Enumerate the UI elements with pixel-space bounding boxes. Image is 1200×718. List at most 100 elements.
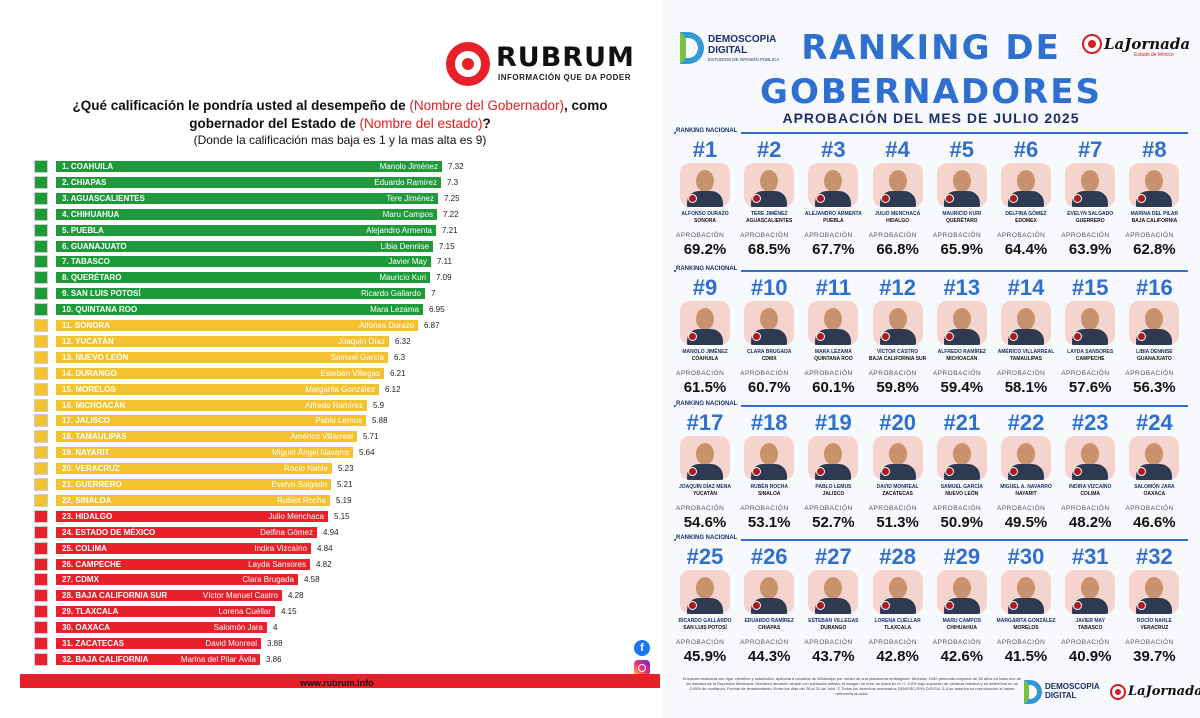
portrait-body bbox=[1136, 464, 1173, 480]
bar-category-label: 6. GUANAJUATO bbox=[62, 241, 127, 251]
approval-label: APROBACIÓN bbox=[804, 370, 853, 377]
portrait-body bbox=[815, 464, 852, 480]
rank-number: #20 bbox=[879, 410, 916, 435]
rubrum-tagline: INFORMACIÓN QUE DA PODER bbox=[498, 73, 632, 82]
portrait-head bbox=[696, 308, 714, 330]
party-logo-icon bbox=[34, 430, 48, 444]
bar-value-label: 7.25 bbox=[444, 193, 460, 203]
bar bbox=[56, 590, 282, 602]
party-badge-icon bbox=[1009, 601, 1018, 610]
rank-number: #10 bbox=[750, 275, 788, 300]
party-logo-icon bbox=[34, 446, 48, 460]
party-badge-icon bbox=[944, 467, 954, 476]
party-badge-icon bbox=[1009, 194, 1018, 203]
governor-name: SAMUEL GARCÍA bbox=[940, 484, 983, 490]
rank-number: #32 bbox=[1136, 544, 1173, 569]
rank-number: #4 bbox=[885, 137, 910, 162]
governor-name: SALOMÓN JARA bbox=[1134, 484, 1175, 490]
bar-governor-label: Clara Brugada bbox=[242, 575, 294, 585]
bar bbox=[56, 447, 353, 459]
facebook-icon[interactable]: f bbox=[634, 640, 650, 656]
governor-photo bbox=[1001, 436, 1051, 480]
approval-label: APROBACIÓN bbox=[1125, 505, 1174, 512]
governor-state: QUINTANA ROO bbox=[814, 356, 853, 362]
bar-category-label: 8. QUERÉTARO bbox=[62, 273, 122, 283]
party-badge-icon bbox=[816, 601, 826, 610]
rubrum-url[interactable]: www.rubrum.info bbox=[300, 678, 374, 688]
governor-state: PUEBLA bbox=[823, 218, 844, 224]
instagram-icon[interactable] bbox=[634, 660, 650, 676]
bar bbox=[56, 494, 330, 506]
bar-row: 19. NAYARIT Miguel Ángel Navarro 5.64 bbox=[34, 446, 594, 460]
bar-value-label: 5.23 bbox=[338, 464, 354, 474]
approval-label: APROBACIÓN bbox=[1061, 232, 1110, 239]
portrait-head bbox=[1145, 577, 1164, 599]
approval-label: APROBACIÓN bbox=[740, 370, 789, 377]
bar bbox=[56, 176, 441, 188]
bar-row: 18. TAMAULIPAS Américo Villarreal 5.71 bbox=[34, 430, 594, 444]
approval-label: APROBACIÓN bbox=[1125, 232, 1174, 239]
governor-name: ALFONSO DURAZO bbox=[681, 211, 729, 217]
rank-number: #29 bbox=[943, 544, 981, 569]
portrait-head bbox=[1145, 308, 1164, 330]
governor-state: DURANGO bbox=[820, 625, 847, 631]
lajornada-sub: Estado de México bbox=[1134, 52, 1174, 58]
governor-state: COAHUILA bbox=[691, 356, 719, 362]
demoscopia-logo: DEMOSCOPIA DIGITAL ESTUDIOS DE OPINIÓN P… bbox=[680, 32, 790, 68]
party-logo-icon bbox=[34, 493, 48, 507]
lajornada-brand: LaJornada bbox=[1104, 35, 1191, 53]
governor-name: ROCÍO NAHLE bbox=[1136, 618, 1172, 624]
bar bbox=[56, 622, 267, 634]
bar bbox=[56, 304, 423, 316]
party-badge-icon bbox=[1073, 332, 1083, 341]
governor-photo bbox=[1065, 301, 1116, 345]
party-logo-icon bbox=[34, 255, 48, 269]
bar-governor-label: Samuel García bbox=[330, 352, 384, 362]
portrait-head bbox=[824, 577, 843, 599]
bar-row: 20. VERACRUZ Rocío Nahle 5.23 bbox=[34, 462, 594, 476]
approval-label: APROBACIÓN bbox=[932, 370, 982, 377]
governor-photo bbox=[936, 163, 987, 207]
rubrum-ring-icon bbox=[446, 42, 490, 86]
bar-governor-label: Alejandro Armenta bbox=[366, 225, 432, 235]
approval-label: APROBACIÓN bbox=[740, 639, 789, 646]
governor-state: HIDALGO bbox=[886, 218, 910, 224]
bar-value-label: 4.82 bbox=[316, 559, 332, 569]
approval-value: 42.6% bbox=[940, 648, 984, 665]
approval-label: APROBACIÓN bbox=[868, 370, 917, 377]
bar-row: 6. GUANAJUATO Libia Dennise 7.15 bbox=[34, 239, 594, 253]
portrait-body bbox=[815, 598, 852, 614]
rank-number: #16 bbox=[1136, 275, 1173, 300]
rank-number: #18 bbox=[750, 410, 788, 435]
bar-category-label: 24. ESTADO DE MÉXICO bbox=[62, 527, 156, 537]
bar-row: 15. MORELOS Margarita González 6.12 bbox=[34, 382, 594, 396]
governor-photo bbox=[1001, 570, 1051, 614]
bar-governor-label: Esteban Villegas bbox=[320, 368, 380, 378]
governor-state: BAJA CALIFORNIA SUR bbox=[868, 356, 927, 362]
governor-state: MORELOS bbox=[1013, 625, 1039, 631]
bar bbox=[56, 351, 388, 363]
bar-category-label: 2. CHIAPAS bbox=[62, 177, 107, 187]
party-badge-icon bbox=[1073, 467, 1083, 476]
governor-card: #28 LORENA CUÉLLAR TLAXCALA APROBACIÓN 42.8% bbox=[867, 544, 929, 686]
bar-category-label: 13. NUEVO LEÓN bbox=[62, 352, 129, 362]
bar-row: 8. QUERÉTARO Mauricio Kuri 7.09 bbox=[34, 271, 594, 285]
section-rule bbox=[674, 539, 1188, 541]
party-logo-icon bbox=[34, 303, 48, 317]
governor-photo bbox=[1129, 163, 1180, 207]
bar-governor-label: David Monreal bbox=[205, 639, 257, 648]
bar-value-label: 4.94 bbox=[323, 527, 339, 537]
party-badge-icon bbox=[880, 467, 890, 476]
bar-row: 31. ZACATECAS David Monreal 3.88 bbox=[34, 637, 594, 650]
party-logo-icon bbox=[34, 382, 48, 396]
bar bbox=[56, 224, 436, 236]
rank-number: #13 bbox=[943, 275, 981, 300]
rubrum-logo: RUBRUM INFORMACIÓN QUE DA PODER bbox=[446, 40, 656, 86]
approval-value: 57.6% bbox=[1068, 379, 1112, 396]
demoscopia-brand-1: DEMOSCOPIA bbox=[708, 34, 777, 45]
bar-governor-label: Américo Villarreal bbox=[290, 432, 353, 442]
bar-governor-label: Indira Vizcaíno bbox=[254, 543, 307, 553]
bar-value-label: 6.95 bbox=[429, 305, 445, 315]
approval-value: 45.9% bbox=[683, 648, 727, 665]
demoscopia-tagline: ESTUDIOS DE OPINIÓN PÚBLICA bbox=[708, 57, 780, 62]
